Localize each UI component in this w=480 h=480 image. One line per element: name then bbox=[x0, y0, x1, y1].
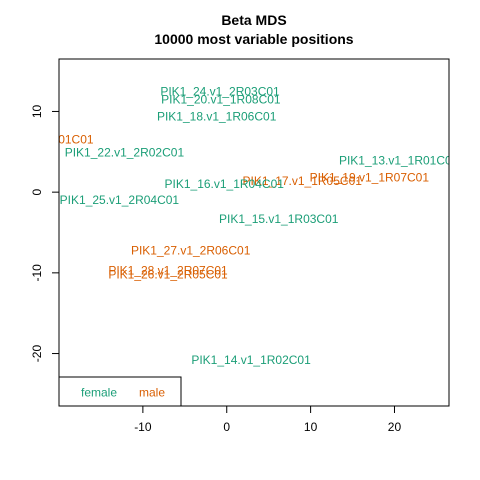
y-tick-label: -20 bbox=[30, 345, 44, 363]
point-label: PIK1_25.v1_2R04C01 bbox=[60, 193, 180, 207]
point-label: PIK1_22.v1_2R02C01 bbox=[65, 146, 185, 160]
point-label: PIK1_13.v1_1R01C01 bbox=[339, 154, 459, 168]
point-label: PIK1_27.v1_2R06C01 bbox=[131, 243, 251, 257]
y-tick-label: -10 bbox=[30, 264, 44, 282]
x-tick-label: 0 bbox=[223, 420, 230, 434]
legend-entry-female: female bbox=[81, 386, 117, 400]
point-label: PIK1_14.v1_1R02C01 bbox=[191, 353, 311, 367]
legend-entry-male: male bbox=[139, 386, 165, 400]
point-label: PIK1_15.v1_1R03C01 bbox=[219, 212, 339, 226]
point-label: PIK1_17.v1_1R05C01 bbox=[243, 174, 363, 188]
x-tick-label: 10 bbox=[304, 420, 318, 434]
point-label: PIK1_21.v1_2R01C01 bbox=[0, 133, 94, 147]
point-label: PIK1_24.v1_2R03C01 bbox=[160, 84, 280, 98]
legend: female male bbox=[58, 376, 182, 407]
point-label: PIK1_16.v1_1R04C01 bbox=[165, 177, 285, 191]
y-tick-label: 0 bbox=[30, 188, 44, 195]
point-label: PIK1_26.v1_2R05C01 bbox=[108, 267, 228, 281]
x-tick-label: 20 bbox=[388, 420, 402, 434]
point-label: PIK1_28.v1_2R07C01 bbox=[108, 263, 228, 277]
point-label: PIK1_18.v1_1R06C01 bbox=[157, 109, 277, 123]
chart-title: Beta MDS bbox=[221, 12, 286, 28]
chart-subtitle: 10000 most variable positions bbox=[154, 31, 353, 47]
plot-frame bbox=[58, 58, 450, 407]
point-label: PIK1_20.v1_1R08C01 bbox=[161, 92, 281, 106]
x-tick-label: -10 bbox=[134, 420, 152, 434]
y-tick-label: 10 bbox=[30, 104, 44, 118]
point-label: PIK1_19.v1_1R07C01 bbox=[310, 171, 430, 185]
